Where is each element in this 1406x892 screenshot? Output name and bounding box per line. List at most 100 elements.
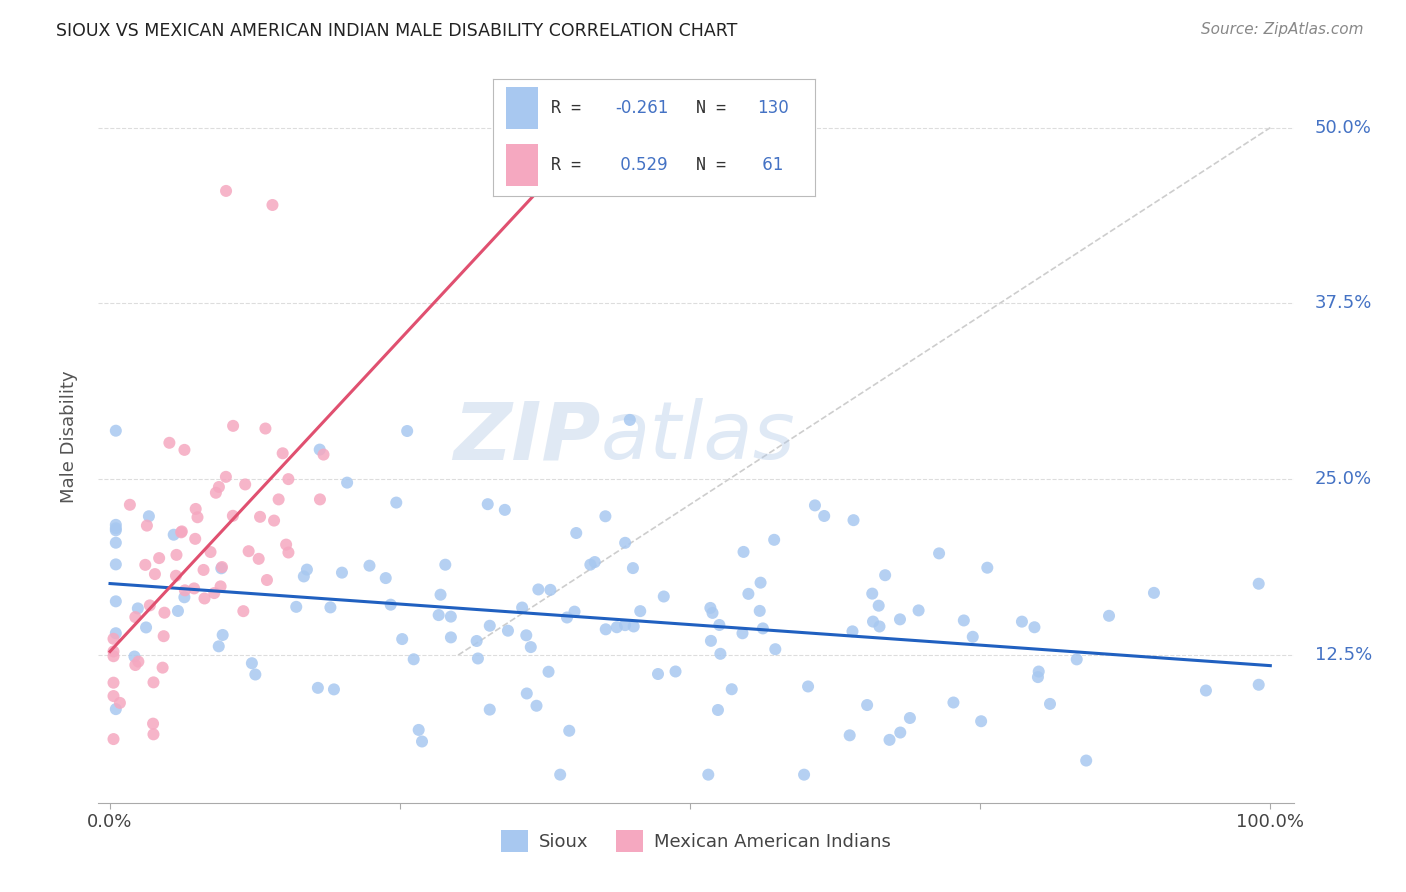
- Point: [516, 686, 538, 700]
- Point: [862, 615, 884, 629]
- Point: [621, 561, 644, 575]
- Point: [628, 604, 651, 618]
- Point: [942, 696, 965, 710]
- Point: [104, 702, 127, 716]
- Point: [336, 475, 359, 490]
- Point: [558, 723, 581, 738]
- Point: [494, 503, 516, 517]
- Point: [411, 734, 433, 748]
- Point: [565, 526, 588, 541]
- Point: [1076, 754, 1098, 768]
- Point: [527, 582, 550, 597]
- Point: [183, 582, 205, 596]
- Point: [804, 499, 827, 513]
- Point: [211, 628, 233, 642]
- Point: [124, 649, 146, 664]
- Point: [267, 492, 290, 507]
- Text: atlas: atlas: [600, 398, 796, 476]
- Point: [520, 640, 543, 654]
- Point: [526, 698, 548, 713]
- Point: [127, 655, 149, 669]
- Point: [1011, 615, 1033, 629]
- Point: [875, 568, 897, 582]
- Point: [697, 767, 720, 781]
- Point: [103, 732, 125, 747]
- Point: [614, 536, 637, 550]
- Point: [222, 418, 245, 433]
- Point: [262, 198, 284, 212]
- Point: [148, 551, 170, 566]
- Point: [709, 647, 731, 661]
- Point: [103, 675, 125, 690]
- Point: [1195, 683, 1218, 698]
- Legend: Sioux, Mexican American Indians: Sioux, Mexican American Indians: [494, 823, 898, 860]
- Point: [652, 590, 675, 604]
- Point: [700, 633, 723, 648]
- Point: [167, 604, 190, 618]
- Text: ZIP: ZIP: [453, 398, 600, 476]
- Point: [748, 604, 770, 618]
- Point: [157, 435, 180, 450]
- Point: [323, 682, 346, 697]
- Point: [276, 538, 298, 552]
- Point: [1026, 670, 1049, 684]
- Point: [478, 703, 501, 717]
- Point: [103, 649, 125, 664]
- Point: [222, 508, 245, 523]
- Point: [127, 601, 149, 615]
- Point: [359, 558, 381, 573]
- Point: [427, 608, 450, 623]
- Point: [391, 632, 413, 646]
- Bar: [506, 145, 538, 186]
- Point: [537, 665, 560, 679]
- Point: [868, 599, 890, 613]
- Point: [143, 567, 166, 582]
- Point: [104, 424, 127, 438]
- Text: 37.5%: 37.5%: [1315, 294, 1372, 312]
- Point: [256, 573, 278, 587]
- Point: [103, 689, 125, 703]
- Point: [465, 634, 488, 648]
- Point: [380, 598, 402, 612]
- Text: N =: N =: [696, 99, 737, 117]
- Point: [614, 618, 637, 632]
- Point: [1098, 608, 1121, 623]
- Point: [135, 620, 157, 634]
- Point: [108, 696, 131, 710]
- Point: [664, 665, 686, 679]
- Point: [709, 618, 731, 632]
- Point: [104, 594, 127, 608]
- Point: [163, 527, 186, 541]
- Point: [152, 660, 174, 674]
- Text: R =: R =: [551, 156, 591, 174]
- Point: [907, 603, 929, 617]
- Point: [763, 642, 786, 657]
- Point: [496, 624, 519, 638]
- Point: [173, 442, 195, 457]
- Point: [211, 560, 233, 574]
- Point: [138, 509, 160, 524]
- Point: [208, 480, 231, 494]
- Point: [142, 675, 165, 690]
- Point: [860, 586, 883, 600]
- Point: [619, 413, 641, 427]
- Y-axis label: Male Disability: Male Disability: [59, 371, 77, 503]
- Point: [879, 732, 901, 747]
- Point: [1024, 620, 1046, 634]
- Text: -0.261: -0.261: [616, 99, 669, 117]
- Point: [595, 509, 617, 524]
- Text: 61: 61: [758, 156, 783, 174]
- Text: SIOUX VS MEXICAN AMERICAN INDIAN MALE DISABILITY CORRELATION CHART: SIOUX VS MEXICAN AMERICAN INDIAN MALE DI…: [56, 22, 738, 40]
- Point: [170, 525, 193, 540]
- Point: [104, 626, 127, 640]
- Point: [510, 600, 533, 615]
- Point: [124, 610, 146, 624]
- Point: [240, 657, 263, 671]
- Point: [209, 561, 232, 575]
- Point: [142, 727, 165, 741]
- Point: [1028, 665, 1050, 679]
- Point: [731, 626, 754, 640]
- Bar: [506, 87, 538, 129]
- Point: [174, 583, 197, 598]
- Point: [134, 558, 156, 572]
